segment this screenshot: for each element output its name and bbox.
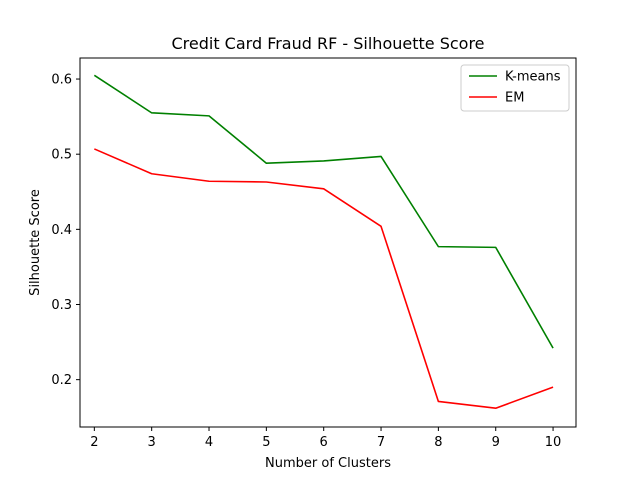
y-axis: 0.2 0.3 0.4 0.5 0.6: [51, 73, 80, 388]
series-lines: [93, 74, 554, 410]
legend: K-means EM: [460, 64, 570, 112]
x-tick-label: 8: [434, 435, 442, 450]
plot-frame: [79, 57, 577, 428]
y-tick-label: 0.2: [51, 373, 72, 388]
x-tick-label: 9: [492, 435, 500, 450]
x-axis: 2 3 4 5 6 7 8 9 10: [90, 427, 561, 450]
y-axis-label: Silhouette Score: [28, 189, 43, 296]
x-axis-label: Number of Clusters: [265, 456, 391, 471]
x-tick-label: 10: [545, 435, 562, 450]
legend-label-kmeans: K-means: [505, 70, 561, 85]
y-tick-label: 0.4: [51, 223, 72, 238]
y-tick-label: 0.3: [51, 298, 72, 313]
x-tick-label: 3: [148, 435, 156, 450]
x-tick-label: 7: [377, 435, 385, 450]
legend-label-em: EM: [505, 91, 524, 106]
x-tick-label: 6: [320, 435, 328, 450]
x-tick-label: 5: [262, 435, 270, 450]
chart-title: Credit Card Fraud RF - Silhouette Score: [171, 34, 484, 53]
series-line-em: [94, 148, 554, 410]
y-tick-label: 0.5: [51, 148, 72, 163]
x-tick-label: 4: [205, 435, 213, 450]
y-tick-label: 0.6: [51, 73, 72, 88]
series-line-k-means: [93, 74, 554, 349]
x-tick-label: 2: [90, 435, 98, 450]
